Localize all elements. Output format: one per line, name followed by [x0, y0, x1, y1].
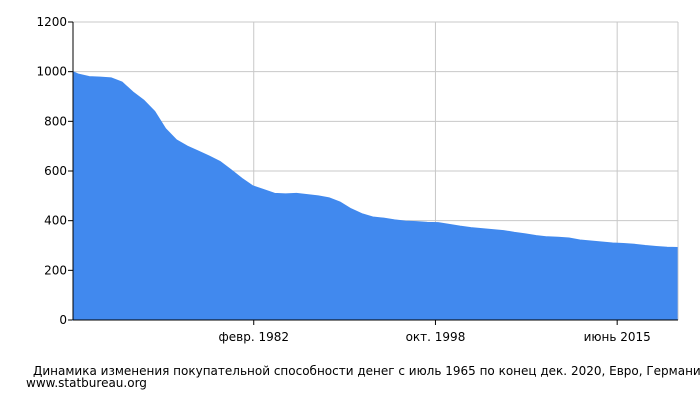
y-tick-label: 600: [44, 164, 67, 178]
series-area: [72, 70, 678, 321]
y-tick-label: 800: [44, 114, 67, 128]
y-tick-label: 1200: [36, 15, 67, 29]
chart: 0 200 400 600 800 1000 1200 февр. 1982 окт. 1998…: [36, 15, 679, 344]
y-tick-label: 1000: [36, 65, 67, 79]
x-tick-label: февр. 1982: [218, 330, 289, 344]
source-link[interactable]: www.statbureau.org: [26, 376, 147, 390]
x-tick-label: июнь 2015: [584, 330, 651, 344]
y-tick-label: 200: [44, 263, 67, 277]
area-chart: 0 200 400 600 800 1000 1200 февр. 1982 окт. 1998…: [36, 15, 679, 344]
y-tick-label: 0: [59, 313, 67, 327]
y-tick-label: 400: [44, 214, 67, 228]
x-tick-label: окт. 1998: [406, 330, 466, 344]
chart-caption: Динамика изменения покупательной способн…: [33, 364, 700, 378]
